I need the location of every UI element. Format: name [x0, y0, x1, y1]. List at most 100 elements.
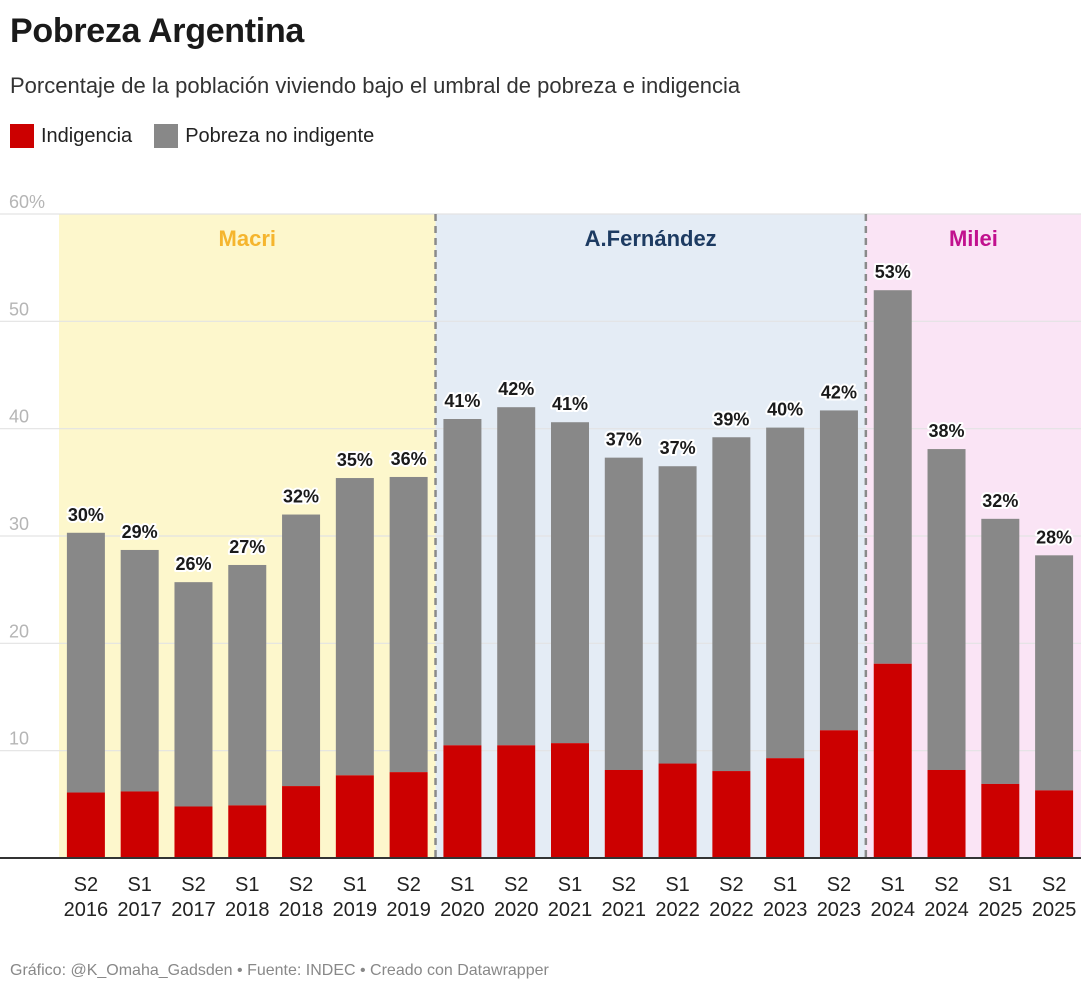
x-tick-half-15: S1	[881, 874, 905, 896]
bar-pobreza-8	[497, 407, 536, 746]
x-tick-half-14: S2	[827, 874, 851, 896]
total-label-13: 40%	[767, 400, 803, 420]
x-tick-half-12: S2	[719, 874, 743, 896]
bar-pobreza-2	[174, 582, 213, 807]
bar-pobreza-3	[228, 564, 267, 806]
legend-item-indigencia: Indigencia	[10, 124, 132, 148]
x-tick-half-8: S2	[504, 874, 528, 896]
legend-item-pobreza: Pobreza no indigente	[154, 124, 374, 148]
bar-pobreza-10	[604, 457, 643, 770]
total-label-7: 41%	[444, 391, 480, 411]
total-label-8: 42%	[498, 379, 534, 399]
bar-indigencia-8	[497, 745, 536, 858]
total-label-12: 39%	[713, 409, 749, 429]
x-tick-half-13: S1	[773, 874, 797, 896]
chart-footer: Gráfico: @K_Omaha_Gadsden • Fuente: INDE…	[10, 962, 549, 979]
chart-title: Pobreza Argentina	[10, 12, 305, 50]
total-label-3: 27%	[229, 537, 265, 557]
bar-pobreza-1	[120, 549, 159, 792]
bar-pobreza-16	[927, 449, 966, 770]
x-tick-year-13: 2023	[763, 899, 808, 921]
bar-pobreza-12	[712, 437, 751, 772]
total-label-4: 32%	[283, 487, 319, 507]
y-tick-label-5: 10	[9, 729, 29, 749]
y-tick-label-0: 60%	[9, 192, 45, 212]
x-tick-half-9: S1	[558, 874, 582, 896]
bar-indigencia-6	[389, 772, 428, 858]
x-tick-half-2: S2	[181, 874, 205, 896]
x-tick-year-5: 2019	[333, 899, 378, 921]
bar-pobreza-4	[282, 514, 321, 787]
bar-indigencia-17	[981, 783, 1020, 858]
x-tick-half-17: S1	[988, 874, 1012, 896]
x-tick-year-15: 2024	[870, 899, 915, 921]
total-label-15: 53%	[875, 262, 911, 282]
bar-pobreza-15	[873, 290, 912, 664]
bar-indigencia-1	[120, 791, 159, 858]
y-tick-label-4: 20	[9, 621, 29, 641]
bar-indigencia-4	[282, 786, 321, 858]
total-label-9: 41%	[552, 394, 588, 414]
total-label-11: 37%	[660, 438, 696, 458]
total-label-1: 29%	[122, 522, 158, 542]
x-tick-year-9: 2021	[548, 899, 593, 921]
x-tick-half-0: S2	[74, 874, 98, 896]
y-tick-label-2: 40	[9, 407, 29, 427]
x-tick-year-3: 2018	[225, 899, 270, 921]
total-label-0: 30%	[68, 505, 104, 525]
bar-pobreza-14	[819, 410, 858, 731]
bar-pobreza-17	[981, 518, 1020, 784]
bar-indigencia-10	[604, 769, 643, 858]
legend-label-pobreza: Pobreza no indigente	[185, 124, 375, 147]
total-label-17: 32%	[982, 491, 1018, 511]
x-tick-year-0: 2016	[64, 899, 109, 921]
bar-indigencia-2	[174, 806, 213, 858]
x-tick-half-16: S2	[934, 874, 958, 896]
bar-indigencia-9	[551, 743, 589, 858]
bar-pobreza-6	[389, 476, 428, 773]
bar-pobreza-0	[66, 532, 105, 793]
total-label-10: 37%	[606, 430, 642, 450]
x-tick-half-5: S1	[343, 874, 367, 896]
legend-swatch-pobreza	[154, 124, 179, 148]
total-label-6: 36%	[391, 449, 427, 469]
bar-pobreza-11	[658, 466, 697, 764]
total-label-16: 38%	[929, 421, 965, 441]
x-tick-year-1: 2017	[117, 899, 162, 921]
bar-pobreza-18	[1035, 555, 1074, 791]
bar-indigencia-5	[335, 775, 374, 858]
x-tick-year-12: 2022	[709, 899, 754, 921]
x-tick-half-18: S2	[1042, 874, 1066, 896]
legend: Indigencia Pobreza no indigente	[10, 124, 396, 148]
bar-indigencia-7	[443, 745, 482, 858]
x-tick-half-3: S1	[235, 874, 259, 896]
x-tick-year-16: 2024	[924, 899, 969, 921]
x-tick-year-17: 2025	[978, 899, 1023, 921]
bar-indigencia-12	[712, 771, 751, 858]
x-tick-year-11: 2022	[655, 899, 700, 921]
x-tick-half-6: S2	[396, 874, 420, 896]
x-tick-half-10: S2	[612, 874, 636, 896]
bar-indigencia-13	[766, 758, 805, 858]
total-label-2: 26%	[175, 554, 211, 574]
x-tick-half-7: S1	[450, 874, 474, 896]
x-tick-year-14: 2023	[817, 899, 862, 921]
total-label-14: 42%	[821, 382, 857, 402]
bar-indigencia-15	[873, 663, 912, 858]
bar-pobreza-13	[766, 427, 805, 759]
bar-pobreza-9	[551, 422, 589, 744]
period-label-1: A.Fernández	[585, 226, 717, 251]
total-label-5: 35%	[337, 450, 373, 470]
x-tick-year-6: 2019	[386, 899, 431, 921]
bar-indigencia-3	[228, 805, 267, 858]
x-tick-year-2: 2017	[171, 899, 216, 921]
x-tick-year-8: 2020	[494, 899, 539, 921]
bar-indigencia-11	[658, 763, 697, 858]
x-tick-half-11: S1	[665, 874, 689, 896]
chart-subtitle: Porcentaje de la población viviendo bajo…	[10, 73, 741, 98]
bar-indigencia-14	[819, 730, 858, 858]
x-tick-half-4: S2	[289, 874, 313, 896]
x-tick-half-1: S1	[127, 874, 151, 896]
y-tick-label-3: 30	[9, 514, 29, 534]
